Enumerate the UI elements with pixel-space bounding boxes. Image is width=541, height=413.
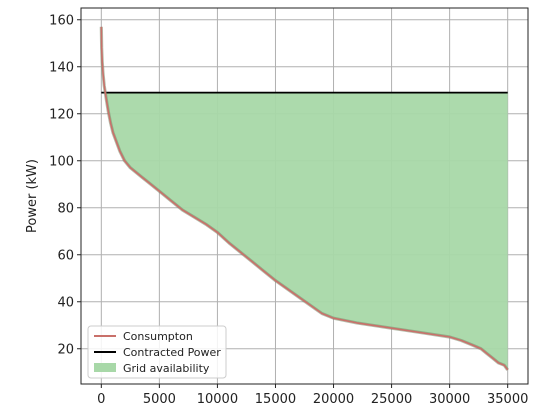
y-tick-label: 140 (49, 60, 74, 75)
y-tick-label: 20 (57, 342, 74, 357)
y-tick-label: 60 (57, 248, 74, 263)
series-lines (99, 26, 509, 371)
x-tick-label: 35000 (487, 392, 528, 407)
ticks: 0 5000 10000 15000 20000 25000 30000 35000 20 40 6… (49, 13, 528, 407)
grid-availability-area (101, 92, 508, 370)
legend-label-contracted-power: Contracted Power (123, 346, 221, 359)
y-tick-label: 120 (49, 107, 74, 122)
y-tick-label: 40 (57, 295, 74, 310)
x-tick-label: 10000 (197, 392, 238, 407)
y-axis-label: Power (kW) (25, 159, 40, 233)
y-tick-label: 160 (49, 13, 74, 28)
plot-frame (80, 7, 529, 385)
legend-label-grid-availability: Grid availability (123, 362, 210, 375)
x-tick-label: 20000 (313, 392, 354, 407)
x-tick-label: 25000 (371, 392, 412, 407)
legend: Consumpton Contracted Power Grid availab… (87, 325, 227, 379)
x-tick-label: 30000 (429, 392, 470, 407)
x-tick-label: 15000 (255, 392, 296, 407)
legend-swatch-grid-availability (94, 363, 116, 372)
legend-box (87, 325, 227, 379)
grid-availability-fill (101, 92, 508, 370)
y-tick-label: 80 (57, 201, 74, 216)
x-tick-label: 5000 (143, 392, 176, 407)
legend-label-consumption: Consumpton (123, 330, 193, 343)
x-tick-label: 0 (97, 392, 105, 407)
y-tick-label: 100 (49, 154, 74, 169)
consumption-line (100, 26, 509, 371)
